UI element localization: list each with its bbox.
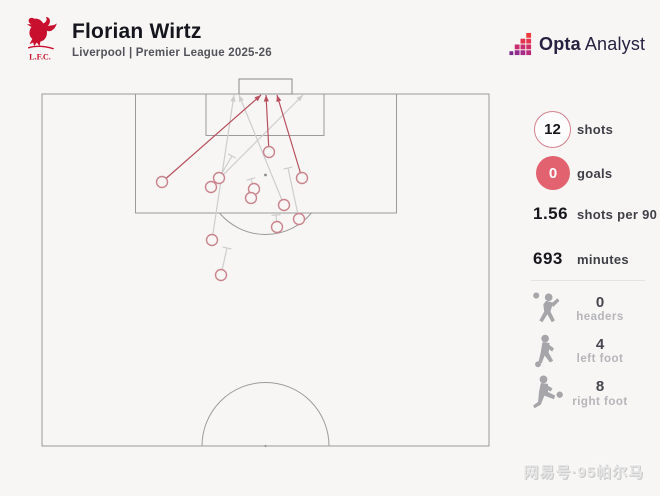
- left-foot-label: left foot: [576, 353, 624, 365]
- shot-marker: [204, 180, 218, 194]
- shots-label: shots: [577, 122, 614, 137]
- headers-value: 0: [595, 294, 605, 311]
- left-foot-value: 4: [595, 336, 605, 353]
- shot-trajectory: [211, 94, 235, 241]
- liverpool-crest-icon: L.F.C.: [26, 17, 57, 62]
- shot-marker: [214, 268, 228, 282]
- shot-arrowhead: [263, 95, 269, 102]
- shot-marker: [270, 220, 284, 234]
- right-foot-value: 8: [595, 378, 605, 395]
- shot-marker: [277, 198, 291, 212]
- opta-analyst-logo: Opta Analyst: [508, 32, 645, 57]
- shot-arrowhead: [230, 95, 236, 102]
- shot-trajectory: [265, 94, 270, 153]
- page-subtitle: Liverpool | Premier League 2025-26: [72, 47, 272, 59]
- blocked-t-bar: [227, 153, 237, 159]
- shot-marker: [244, 191, 258, 205]
- pitch-outline: [41, 93, 490, 447]
- shot-arrowhead: [239, 95, 244, 103]
- minutes-value: 693: [533, 249, 563, 268]
- blocked-t-bar: [246, 177, 256, 181]
- page-title: Florian Wirtz: [72, 20, 202, 43]
- shots-count: 12: [544, 121, 561, 138]
- shot-marker: [205, 233, 219, 247]
- shots-per-90-value: 1.56: [533, 204, 569, 223]
- headers-label: headers: [576, 311, 624, 323]
- opta-wordmark: Opta Analyst: [539, 34, 645, 55]
- crest-label: L.F.C.: [29, 53, 51, 62]
- penalty-spot: [264, 173, 267, 177]
- shot-marker: [295, 171, 309, 185]
- shot-trajectory: [210, 94, 304, 188]
- right-foot-icon: [533, 375, 563, 409]
- right-foot-label: right foot: [572, 396, 628, 408]
- goals-label: goals: [577, 166, 613, 181]
- shots-count-badge: 12: [534, 111, 571, 148]
- watermark: 网易号·95帕尔马: [523, 464, 644, 481]
- minutes-label: minutes: [577, 252, 629, 267]
- shot-arrowhead: [296, 95, 303, 102]
- opta-wordmark-bold: Opta: [539, 34, 581, 54]
- opta-squares-icon: [509, 32, 532, 56]
- shot-marker: [155, 175, 169, 189]
- shot-marker: [292, 212, 306, 226]
- goals-count-badge: 0: [536, 156, 570, 190]
- goal: [238, 78, 293, 95]
- centre-circle: [201, 382, 330, 447]
- shot-trajectory: [161, 94, 262, 183]
- shot-trajectory: [276, 94, 303, 179]
- blocked-t-bar: [271, 214, 281, 216]
- stats-divider: [531, 280, 645, 281]
- shot-trajectory: [238, 94, 285, 206]
- shot-arrowhead: [254, 95, 261, 102]
- shot-marker: [262, 145, 276, 159]
- blocked-t-bar: [222, 246, 232, 250]
- shot-marker: [212, 171, 226, 185]
- centre-spot: [264, 444, 267, 448]
- goals-count: 0: [548, 164, 558, 182]
- opta-wordmark-light: Analyst: [584, 34, 646, 54]
- header-icon: [533, 292, 560, 323]
- shot-arrowhead: [276, 95, 282, 102]
- shot-trajectory: [287, 167, 300, 220]
- left-foot-icon: [535, 334, 554, 368]
- blocked-t-bar: [283, 166, 293, 170]
- shots-per-90-label: shots per 90: [577, 207, 658, 222]
